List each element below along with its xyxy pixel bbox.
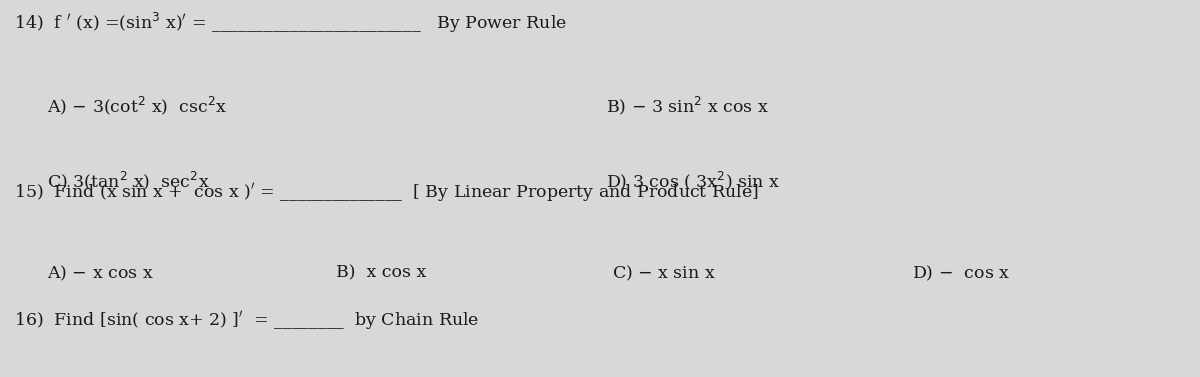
Text: 16)  Find [sin( cos x+ 2) ]$'$  = ________  by Chain Rule: 16) Find [sin( cos x+ 2) ]$'$ = ________… — [14, 309, 480, 332]
Text: D) $-$  cos x: D) $-$ cos x — [912, 264, 1010, 283]
Text: D) 3 cos ( 3x$^2$) sin x: D) 3 cos ( 3x$^2$) sin x — [606, 170, 780, 192]
Text: C) 3(tan$^2$ x)  sec$^2$x: C) 3(tan$^2$ x) sec$^2$x — [14, 170, 210, 192]
Text: B)  x cos x: B) x cos x — [336, 264, 426, 281]
Text: A) $-$ x cos x: A) $-$ x cos x — [14, 264, 154, 283]
Text: 15)  Find (x sin x +  cos x )$'$ = ______________  [ By Linear Property and Prod: 15) Find (x sin x + cos x )$'$ = _______… — [14, 181, 760, 204]
Text: A) $-$ 3(cot$^2$ x)  csc$^2$x: A) $-$ 3(cot$^2$ x) csc$^2$x — [14, 94, 228, 116]
Text: B) $-$ 3 sin$^2$ x cos x: B) $-$ 3 sin$^2$ x cos x — [606, 94, 769, 116]
Text: C) $-$ x sin x: C) $-$ x sin x — [612, 264, 715, 283]
Text: 14)  f $'$ (x) =(sin$^3$ x)$'$ = ________________________   By Power Rule: 14) f $'$ (x) =(sin$^3$ x)$'$ = ________… — [14, 11, 568, 35]
